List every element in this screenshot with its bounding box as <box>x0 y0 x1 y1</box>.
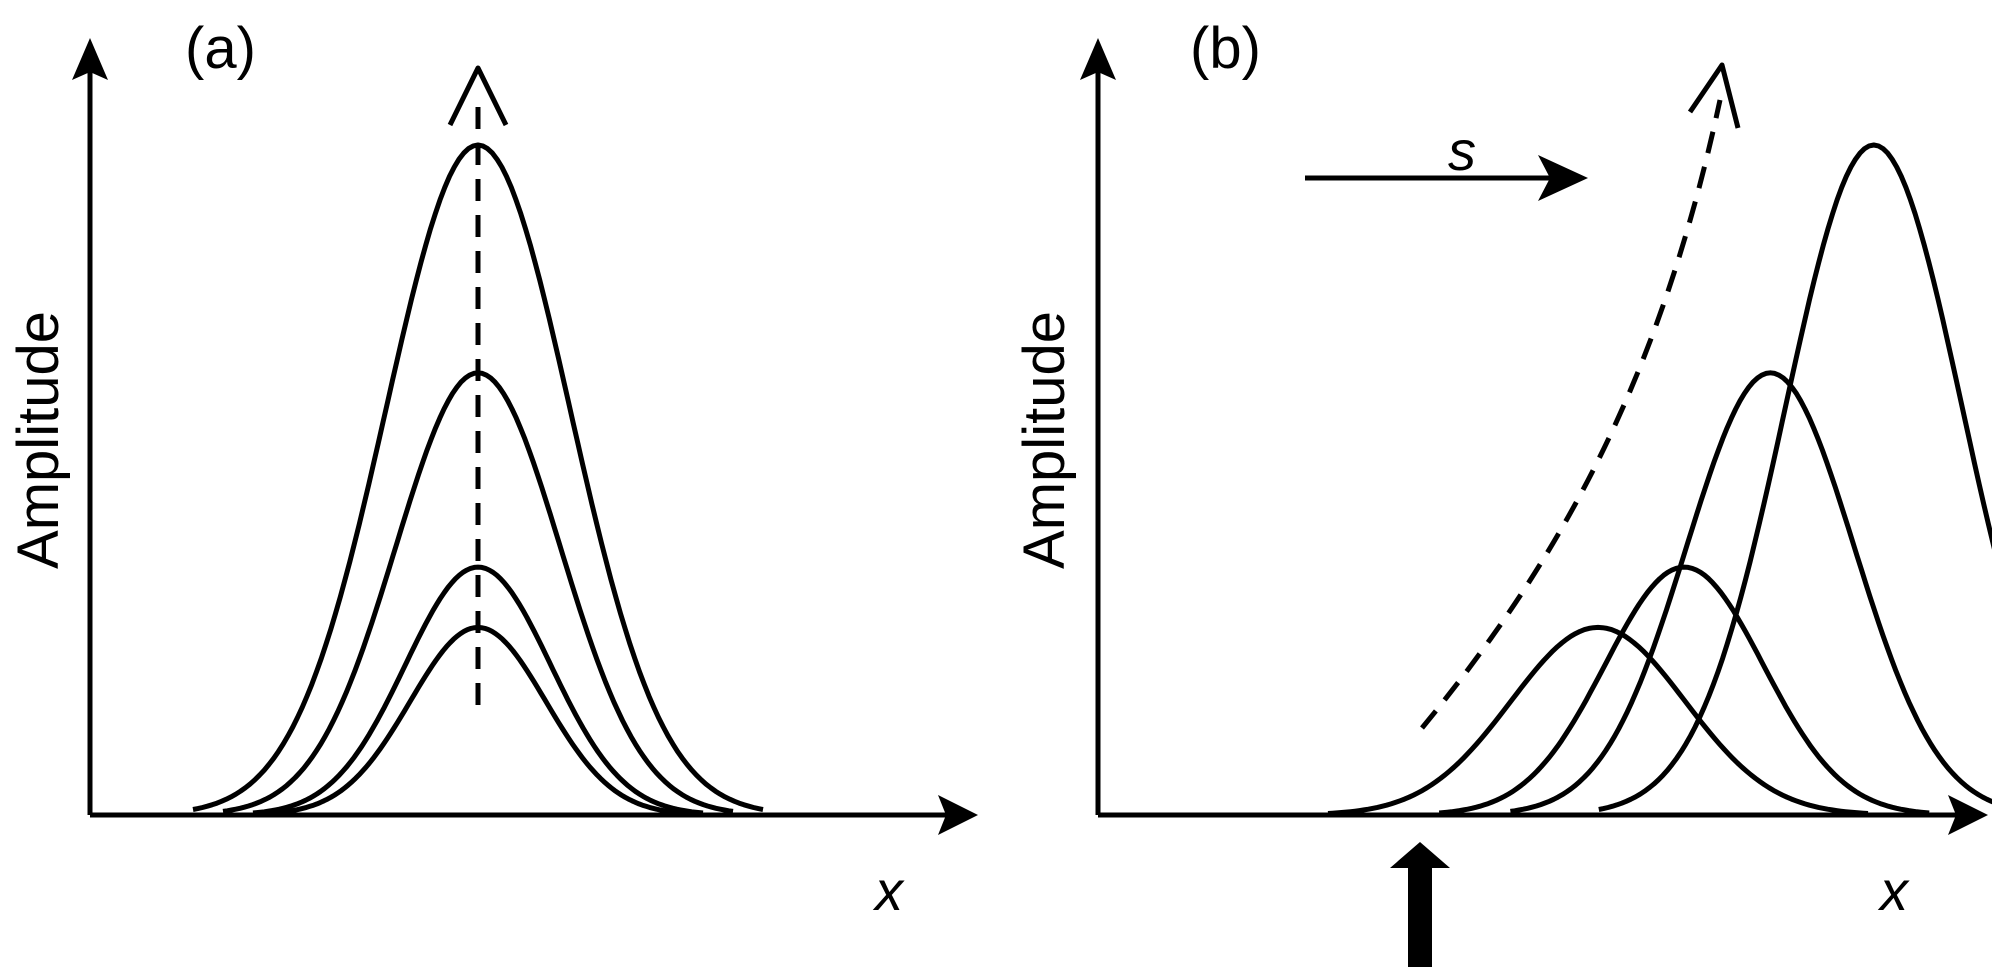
panel-b-label: (b) <box>1190 16 1261 81</box>
panel-a-y-axis-arrowhead <box>72 38 108 80</box>
panel-b-pulse-3 <box>1510 370 1992 814</box>
panel-b-y-axis-arrowhead <box>1080 38 1116 80</box>
panel-b-shift-arrowhead <box>1538 155 1588 201</box>
panel-b-pulses <box>1327 142 1992 816</box>
panel-a-y-axis-title: Amplitude <box>6 311 71 569</box>
panel-b-pulse-4 <box>1598 142 1992 812</box>
panel-b-peak-trajectory-shaft <box>1420 99 1723 730</box>
panel-a-x-axis-arrowhead <box>938 795 978 835</box>
panel-a: (a) Amplitude x <box>6 16 978 922</box>
panel-b-pulse-1 <box>1327 624 1869 816</box>
panel-a-label: (a) <box>185 16 256 81</box>
panel-a-peak-growth-arrowhead <box>447 65 509 127</box>
panel-a-x-axis-label: x <box>872 859 905 922</box>
panel-b-x-axis-arrowhead <box>1948 795 1988 835</box>
panel-b-y-axis-title: Amplitude <box>1012 311 1077 569</box>
panel-b-x-axis-label: x <box>1877 859 1910 922</box>
panel-b-pulse-2 <box>1438 564 1930 816</box>
panel-a-pulse-3 <box>252 564 704 816</box>
panel-b-peak-trajectory-arrowhead <box>1687 62 1741 129</box>
panel-b-shift-label: s <box>1448 119 1476 182</box>
panel-b-input-arrow <box>1390 842 1450 967</box>
panel-b: (b) Amplitude x s <box>1012 16 1992 967</box>
